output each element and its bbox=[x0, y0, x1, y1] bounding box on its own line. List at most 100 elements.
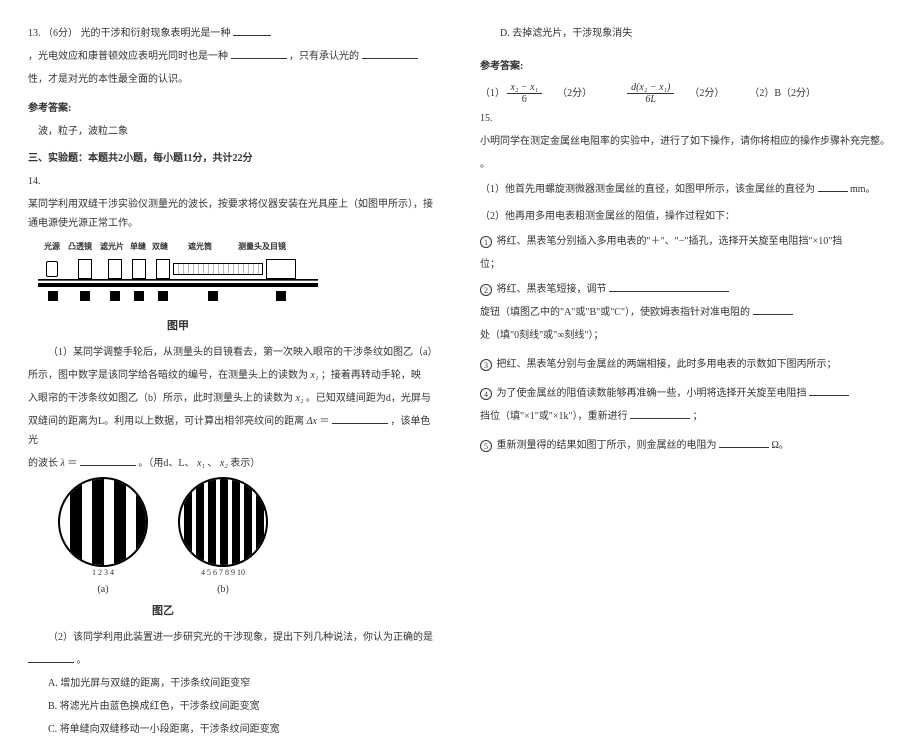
fringe-b-col: 4 5 6 7 8 9 10 (b) bbox=[178, 477, 268, 599]
step1-line: 1 将红、黑表笔分别插入多用电表的"＋"、"−"插孔，选择开关旋至电阻挡"×10… bbox=[480, 232, 892, 251]
step5b: Ω。 bbox=[772, 440, 789, 451]
circled-5: 5 bbox=[480, 440, 492, 452]
label-eyepiece: 测量头及目镜 bbox=[238, 239, 286, 254]
q13-blank2 bbox=[231, 47, 287, 59]
label-single: 单缝 bbox=[130, 239, 146, 254]
circled-4: 4 bbox=[480, 388, 492, 400]
stripe bbox=[256, 477, 264, 567]
step2a: 将红、黑表笔短接，调节 bbox=[497, 284, 607, 295]
holder-single bbox=[132, 259, 146, 279]
circled-3: 3 bbox=[480, 359, 492, 371]
rail-main bbox=[38, 283, 318, 287]
step4a: 为了使金属丝的阻值读数能够再准确一些，小明将选择开关旋至电阻挡 bbox=[497, 388, 807, 399]
mount-6 bbox=[208, 291, 218, 301]
q13-line2: ，光电效应和康普顿效应表明光同时也是一种 ，只有承认光的 bbox=[28, 47, 440, 66]
answer-13: 波，粒子，波粒二象 bbox=[28, 122, 440, 141]
q14-1b-text: 所示，图中数字是该同学给各暗纹的编号，在测量头上的读数为 bbox=[28, 370, 308, 381]
step5-line: 5 重新测量得的结果如图丁所示，则金属丝的电阻为 Ω。 bbox=[480, 436, 892, 455]
stripe bbox=[220, 477, 228, 567]
stripe bbox=[184, 477, 192, 567]
step2-blank1 bbox=[609, 280, 729, 292]
holder-filter bbox=[108, 259, 122, 279]
frac1-num: x₂ − x₁ bbox=[507, 82, 543, 94]
right-column: D. 去掉滤光片，干涉现象消失 参考答案: （1） x₂ − x₁ 6 （2分）… bbox=[460, 0, 920, 651]
q14-1a-text: （1）某同学调整手轮后，从测量头的目镜看去，第一次映入眼帘的干涉条纹如图乙（a） bbox=[48, 347, 437, 358]
q14-1f-line: 双缝间的距离为L。利用以上数据，可计算出相邻亮纹间的距离 Δx ＝ ，该单色光 bbox=[28, 412, 440, 450]
q13-text-a: 光的干涉和衍射现象表明光是一种 bbox=[81, 28, 231, 39]
q14-1c-text: ；接着再转动手轮，映 bbox=[321, 370, 421, 381]
apparatus-diagram: 光源 凸透镜 滤光片 单缝 双缝 遮光筒 测量头及目镜 bbox=[28, 239, 328, 314]
stripe bbox=[232, 477, 240, 567]
option-a: A. 增加光屏与双缝的距离，干涉条纹间距变窄 bbox=[28, 674, 440, 693]
step4c: ； bbox=[693, 411, 703, 422]
x1-var: x₁ bbox=[311, 370, 319, 381]
q14-1f-text: 双缝间的距离为L。利用以上数据，可计算出相邻亮纹间的距离 bbox=[28, 416, 304, 427]
stripe bbox=[208, 477, 216, 567]
q15-1-line: （1）他首先用螺旋测微器测金属丝的直径，如图甲所示，该金属丝的直径为 mm。 bbox=[480, 180, 892, 199]
q13-blank1 bbox=[233, 24, 271, 36]
stripe bbox=[114, 477, 126, 567]
q13-text-d: 性，才是对光的本性最全面的认识。 bbox=[28, 74, 188, 85]
option-c: C. 将单缝向双缝移动一小段距离，干涉条纹间距变宽 bbox=[28, 720, 440, 739]
stripe bbox=[196, 477, 204, 567]
fringe-a bbox=[58, 477, 148, 567]
mount-7 bbox=[276, 291, 286, 301]
q13-number: 13. bbox=[28, 28, 41, 39]
stripe bbox=[70, 477, 82, 567]
q14-2-blank bbox=[28, 651, 74, 663]
figjia-caption: 图甲 bbox=[28, 316, 328, 337]
answer-label-1: 参考答案: bbox=[28, 99, 440, 118]
q14-2a-line: （2）该同学利用此装置进一步研究光的干涉现象，提出下列几种说法，你认为正确的是 bbox=[28, 628, 440, 647]
mount-1 bbox=[48, 291, 58, 301]
q14-1i-text: 的波长 bbox=[28, 458, 58, 469]
q13-text-c: ，只有承认光的 bbox=[289, 51, 359, 62]
q14-1l-text: 、 bbox=[207, 458, 217, 469]
step2-line3: 处（填"0刻线"或"∞刻线"）； bbox=[480, 326, 892, 345]
pts2-b: （2分） bbox=[689, 88, 724, 99]
x2-var: x₂ bbox=[296, 393, 304, 404]
ans2-text: （2）B（2分） bbox=[749, 88, 816, 99]
mount-4 bbox=[134, 291, 144, 301]
q14-1d-text: 入眼帘的干涉条纹如图乙（b）所示，此时测量头上的读数为 bbox=[28, 393, 293, 404]
q14-1e-text: 。已知双缝间距为d，光屏与 bbox=[306, 393, 431, 404]
step5-blank bbox=[719, 436, 769, 448]
q14-intro: 某同学利用双缝干涉实验仪测量光的波长，按要求将仪器安装在光具座上（如图甲所示），… bbox=[28, 195, 440, 233]
q14-1g-text: ＝ bbox=[319, 416, 329, 427]
rail-line2 bbox=[38, 280, 318, 281]
step2b: 旋钮（填图乙中的"A"或"B"或"C"），使欧姆表指针对准电阻的 bbox=[480, 307, 750, 318]
label-tube: 遮光筒 bbox=[188, 239, 212, 254]
frac2-den: 6L bbox=[627, 94, 674, 105]
option-b: B. 将滤光片由蓝色换成红色，干涉条纹间距变宽 bbox=[28, 697, 440, 716]
label-lamp: 光源 bbox=[44, 239, 60, 254]
eyepiece-icon bbox=[266, 259, 296, 279]
x1-var2: x₁ bbox=[197, 458, 205, 469]
left-column: 13. （6分） 光的干涉和衍射现象表明光是一种 ，光电效应和康普顿效应表明光同… bbox=[0, 0, 460, 651]
q15-number: 15. bbox=[480, 109, 892, 128]
step2-line1: 2 将红、黑表笔短接，调节 bbox=[480, 280, 892, 299]
stripe bbox=[136, 477, 148, 567]
label-filter: 滤光片 bbox=[100, 239, 124, 254]
step4-blank2 bbox=[630, 407, 690, 419]
holder-double bbox=[156, 259, 170, 279]
fringe-a-labels: 1 2 3 4 bbox=[58, 565, 148, 580]
fringes-wrap: 1 2 3 4 (a) 4 5 6 7 8 9 10 (b) bbox=[58, 477, 440, 599]
frac1-den: 6 bbox=[507, 94, 543, 105]
q14-1k-text: 。（用d、L、 bbox=[138, 458, 194, 469]
tube-icon bbox=[173, 263, 263, 275]
step4b: 挡位（填"×1"或"×1k"），重新进行 bbox=[480, 411, 628, 422]
q13-line3: 性，才是对光的本性最全面的认识。 bbox=[28, 70, 440, 89]
holder-lens bbox=[78, 259, 92, 279]
q13-blank3 bbox=[362, 47, 418, 59]
step4-blank1 bbox=[809, 384, 849, 396]
q14-2b-text: 。 bbox=[77, 655, 87, 666]
q14-1i-line: 的波长 λ ＝ 。（用d、L、 x₁ 、 x₂ 表示） bbox=[28, 454, 440, 473]
q14-number: 14. bbox=[28, 172, 440, 191]
q14-1a: （1）某同学调整手轮后，从测量头的目镜看去，第一次映入眼帘的干涉条纹如图乙（a） bbox=[28, 343, 440, 362]
stripe bbox=[92, 477, 104, 567]
q14-1j-text: ＝ bbox=[67, 458, 77, 469]
q14-2b-line: 。 bbox=[28, 651, 440, 670]
mount-3 bbox=[110, 291, 120, 301]
step1a: 将红、黑表笔分别插入多用电表的"＋"、"−"插孔，选择开关旋至电阻挡"×10"挡 bbox=[497, 236, 843, 247]
lamp-icon bbox=[46, 261, 58, 277]
step4-line1: 4 为了使金属丝的阻值读数能够再准确一些，小明将选择开关旋至电阻挡 bbox=[480, 384, 892, 403]
